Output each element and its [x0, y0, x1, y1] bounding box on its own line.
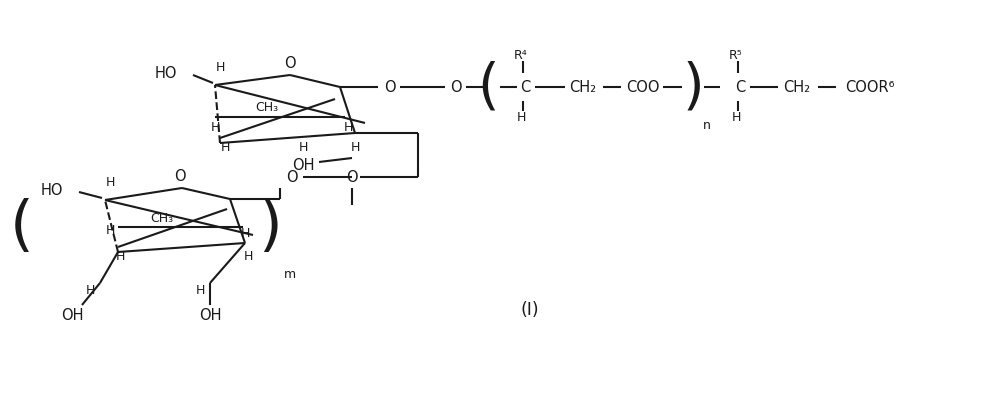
Text: H: H: [516, 111, 526, 124]
Text: O: O: [384, 79, 396, 94]
Text: ): ): [258, 198, 282, 256]
Text: OH: OH: [199, 307, 221, 322]
Text: m: m: [284, 269, 296, 282]
Text: O: O: [174, 169, 186, 184]
Text: C: C: [735, 79, 745, 94]
Text: OH: OH: [292, 158, 314, 173]
Text: (I): (I): [521, 301, 539, 319]
Text: H: H: [195, 284, 205, 297]
Text: H: H: [85, 284, 95, 297]
Text: H: H: [343, 120, 353, 134]
Text: n: n: [703, 118, 711, 132]
Text: ): ): [682, 60, 704, 114]
Text: CH₂: CH₂: [783, 79, 811, 94]
Text: H: H: [105, 224, 115, 237]
Text: HO: HO: [155, 66, 177, 81]
Text: COO: COO: [626, 79, 660, 94]
Text: CH₂: CH₂: [569, 79, 597, 94]
Text: O: O: [284, 56, 296, 70]
Text: H: H: [210, 120, 220, 134]
Text: O: O: [346, 169, 358, 184]
Text: H: H: [731, 111, 741, 124]
Text: R⁴: R⁴: [514, 49, 528, 62]
Text: H: H: [243, 250, 253, 263]
Text: C: C: [520, 79, 530, 94]
Text: R⁵: R⁵: [729, 49, 743, 62]
Text: H: H: [215, 60, 225, 73]
Text: OH: OH: [61, 307, 83, 322]
Text: CH₃: CH₃: [255, 100, 278, 113]
Text: H: H: [105, 175, 115, 188]
Text: H: H: [220, 141, 230, 154]
Text: H: H: [240, 226, 250, 239]
Text: (: (: [477, 60, 499, 114]
Text: H: H: [115, 250, 125, 263]
Text: O: O: [450, 79, 462, 94]
Text: H: H: [350, 141, 360, 154]
Text: O: O: [286, 169, 298, 184]
Text: H: H: [298, 141, 308, 154]
Text: CH₃: CH₃: [150, 211, 173, 224]
Text: HO: HO: [41, 182, 63, 198]
Text: (: (: [10, 198, 34, 256]
Text: COOR⁶: COOR⁶: [845, 79, 895, 94]
